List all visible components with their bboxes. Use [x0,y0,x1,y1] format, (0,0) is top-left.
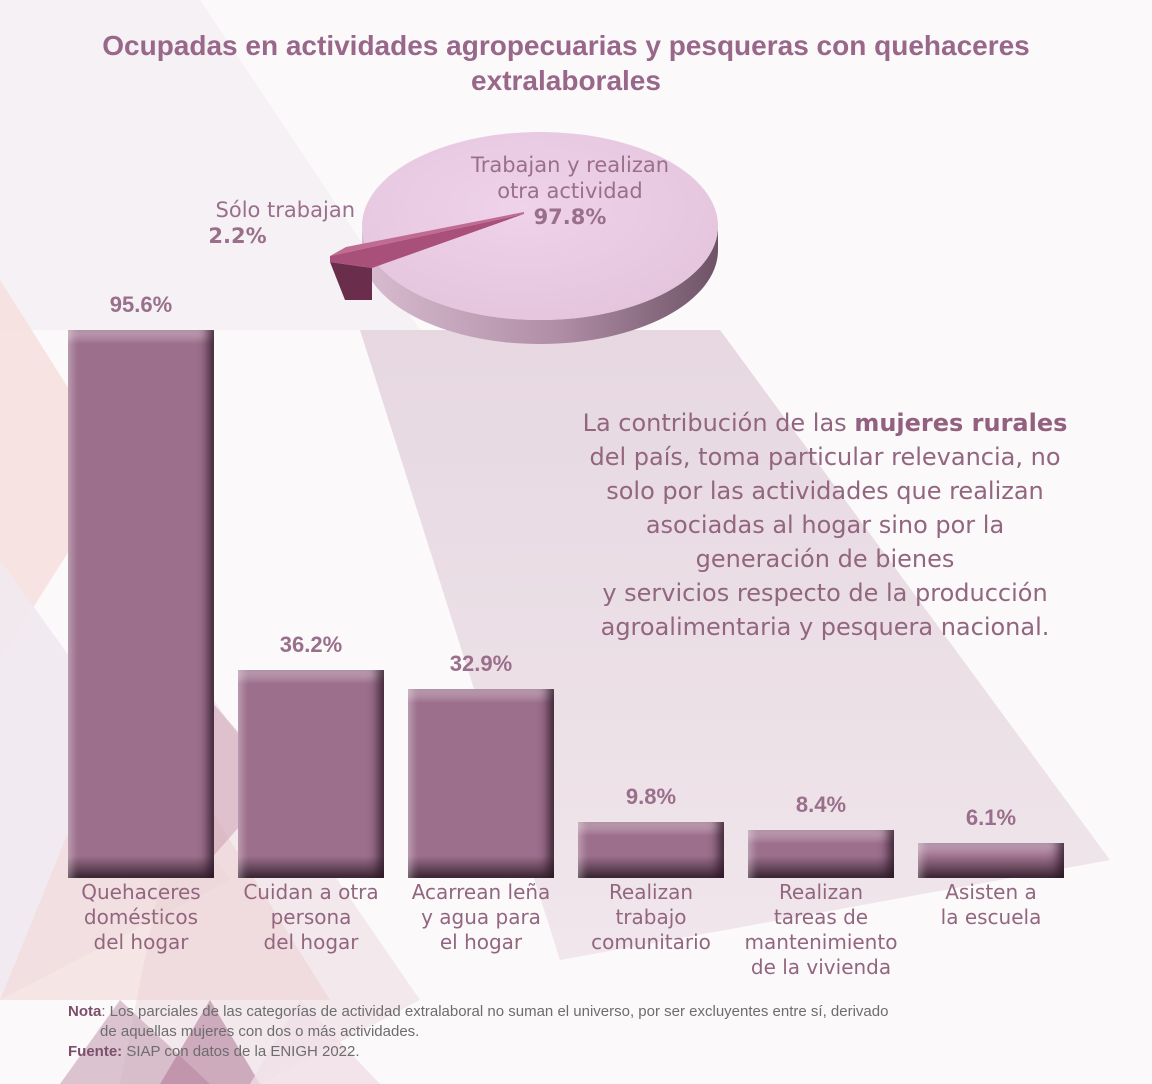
category-label: Realizan tareas de mantenimiento de la vivi… [736,880,906,980]
category-label-line: Acarrean leña [411,880,551,904]
category-label-line: del hogar [263,930,359,954]
pie-slice-small [330,212,524,300]
bar [748,830,894,878]
pie-label-large-value: 97.8% [533,205,607,229]
note-line: Nota: Los parciales de las categorías de… [68,1002,1078,1022]
pie-label-large-line1: Trabajan y realizan [470,153,670,177]
bar-value-label: 6.1% [965,805,1017,830]
category-label-line: Realizan [778,880,864,904]
category-label-line: trabajo [615,905,687,929]
category-label-line: persona [270,905,352,929]
bar-value-label: 95.6% [109,292,173,317]
category-label: Quehaceres domésticos del hogar [56,880,226,955]
pie-label-large: Trabajan y realizan otra actividad 97.8% [450,152,690,230]
bar [68,330,214,878]
category-label-line: del hogar [93,930,189,954]
paragraph-line: solo por las actividades que realizan [606,477,1044,505]
category-label: Realizan trabajo comunitario [566,880,736,955]
note-key: Nota [68,1003,102,1020]
bar-value-label: 32.9% [449,651,513,676]
chart-title: Ocupadas en actividades agropecuarias y … [102,30,1030,96]
paragraph-pre: La contribución de las [582,409,855,437]
category-label-line: Cuidan a otra [243,880,379,904]
source-line: Fuente: SIAP con datos de la ENIGH 2022. [68,1042,1078,1062]
paragraph-line: del país, toma particular relevancia, no [589,443,1061,471]
category-label-line: y agua para [421,905,541,929]
category-label-line: de la vivienda [750,955,892,979]
pie-slice-large-side [362,226,718,344]
paragraph-bold: mujeres rurales [854,409,1068,437]
bar-value-label: 8.4% [795,792,847,817]
bar [238,670,384,878]
pie-label-large-line2: otra actividad [497,179,643,203]
paragraph-line: generación de bienes [695,545,955,573]
category-label-line: domésticos [83,905,199,929]
pie-label-small-name: Sólo trabajan [215,198,355,222]
category-label-line: comunitario [591,930,711,954]
pie-label-small: Sólo trabajan 2.2% [180,197,355,249]
bar-value-label: 9.8% [625,784,677,809]
category-label: Asisten a la escuela [906,880,1076,930]
category-label-line: tareas de [773,905,869,929]
pie-slice-large [362,132,718,320]
bar [918,843,1064,878]
source-key: Fuente: [68,1043,123,1060]
paragraph-line: La contribución de las mujeres rurales [540,406,1110,440]
bar-value-label: 36.2% [279,632,343,657]
category-label-line: mantenimiento [744,930,898,954]
source-text: SIAP con datos de la ENIGH 2022. [122,1043,360,1060]
paragraph-line: agroalimentaria y pesquera nacional. [600,613,1050,641]
category-label: Acarrean leña y agua para el hogar [396,880,566,955]
category-label: Cuidan a otra persona del hogar [226,880,396,955]
bar [408,689,554,878]
description-paragraph: La contribución de las mujeres rurales d… [540,406,1110,644]
category-label-line: el hogar [439,930,523,954]
paragraph-line: asociadas al hogar sino por la [645,511,1005,539]
category-label-line: Asisten a [945,880,1037,904]
note-line-2: de aquellas mujeres con dos o más activi… [100,1023,420,1040]
note-text: : Los parciales de las categorías de act… [101,1003,889,1020]
footer-notes: Nota: Los parciales de las categorías de… [68,1002,1078,1062]
paragraph-line: y servicios respecto de la producción [602,579,1048,607]
category-label-line: la escuela [940,905,1042,929]
category-label-line: Realizan [608,880,694,904]
bar [578,822,724,878]
pie-label-small-value: 2.2% [208,224,267,248]
category-label-line: Quehaceres [81,880,201,904]
